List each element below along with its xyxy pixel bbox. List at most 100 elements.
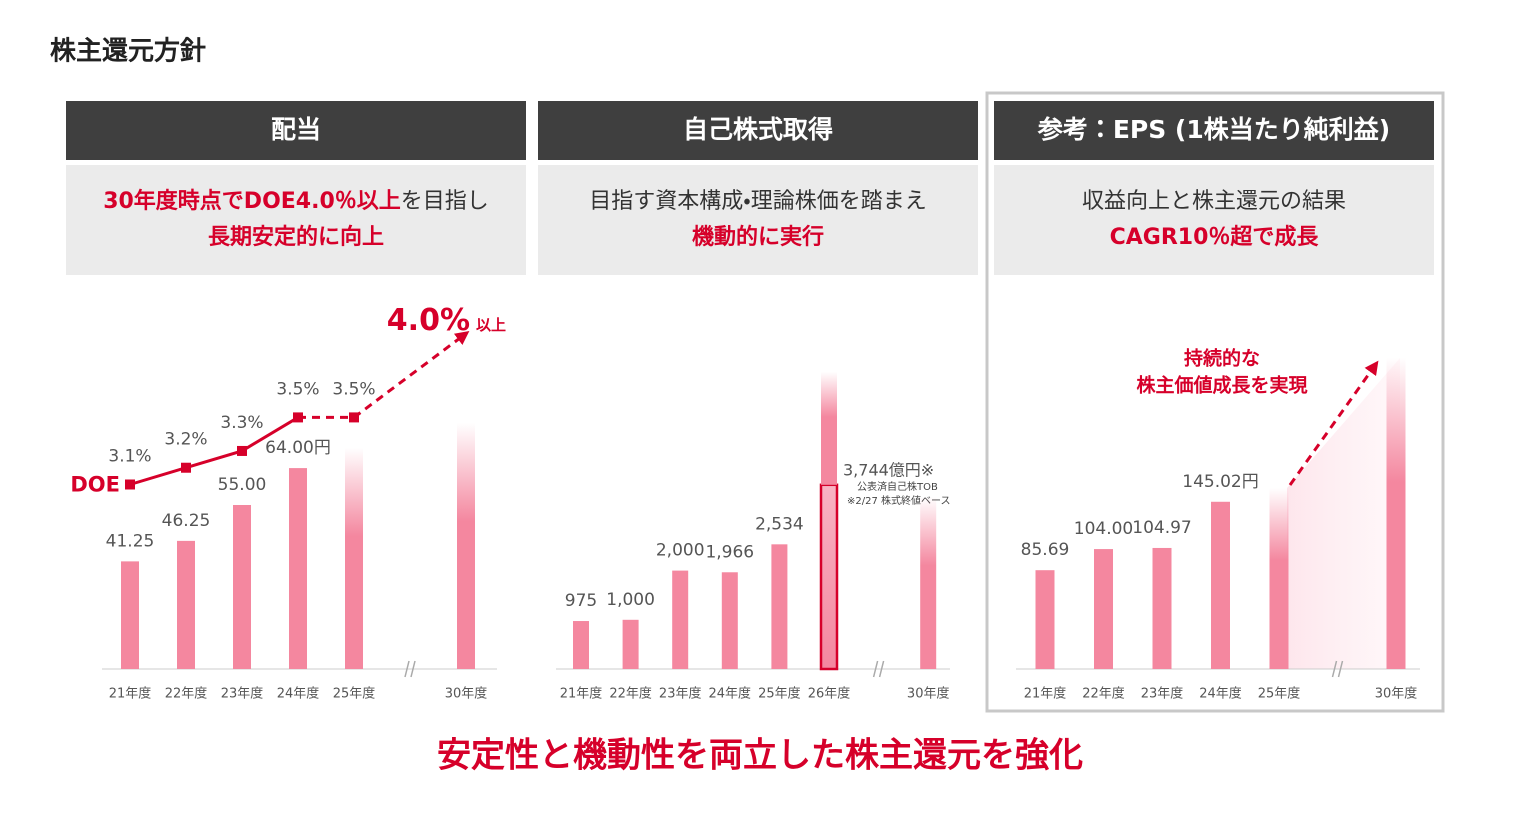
footer-message: 安定性と機動性を両立した株主還元を強化: [437, 736, 1083, 776]
bar: [1211, 501, 1230, 669]
bar: [819, 483, 839, 671]
panel-description: 30年度時点でDOE4.0％以上を目指し: [103, 188, 489, 214]
description-segment: 30年度時点でDOE4.0％以上: [103, 188, 401, 214]
panel-description: 目指す資本構成・理論株価を踏まえ: [589, 189, 926, 214]
annotation: 株主価値成長を実現: [1136, 374, 1307, 397]
axis-break: [1331, 660, 1344, 678]
x-tick-label: 22年度: [609, 686, 652, 702]
target-annotation: 以上: [476, 316, 506, 334]
panel-header: [994, 101, 1434, 160]
x-tick-label: 22年度: [1082, 686, 1125, 702]
panel-title: 参考：EPS (1株当たり純利益): [1037, 115, 1390, 144]
panel-title: 自己株式取得: [683, 115, 833, 144]
x-tick-label: 24年度: [1199, 686, 1242, 702]
bar: [1269, 487, 1289, 669]
bar-value-label: 64.00円: [265, 438, 331, 458]
x-tick-label: 21年度: [560, 686, 603, 702]
line-marker: [125, 479, 135, 490]
bar-value-label: 2,000: [656, 541, 705, 561]
bar-value-label: 41.25: [106, 531, 155, 551]
panel-header: [538, 101, 978, 160]
bar: [1152, 547, 1172, 669]
x-tick-label: 25年度: [758, 686, 801, 702]
growth-area: [1287, 358, 1400, 669]
bar-note: 公表済自己株TOB: [857, 480, 938, 493]
description-segment: を目指し: [401, 189, 489, 214]
bar: [771, 544, 788, 669]
bar-value-label: 46.25: [162, 511, 211, 531]
description-segment: 長期安定的に向上: [208, 224, 384, 250]
x-tick-label: 23年度: [659, 686, 702, 702]
panel-description: 収益向上と株主還元の結果: [1082, 189, 1346, 214]
x-tick-label: 23年度: [221, 686, 264, 702]
line-value-label: 3.3%: [220, 413, 263, 433]
panel-description: CAGR10％超で成長: [1110, 225, 1320, 250]
bar: [457, 423, 475, 669]
x-tick-label: 26年度: [808, 686, 851, 702]
line: [129, 416, 299, 486]
axis-break: [404, 660, 416, 678]
line-value-label: 3.2%: [164, 430, 207, 450]
panel-description: 機動的に実行: [692, 224, 824, 250]
series-label: DOE: [70, 473, 120, 497]
panel-description-box: [538, 165, 978, 275]
x-tick-label: 30年度: [1375, 686, 1418, 702]
bar-value-label: 2,534: [755, 514, 804, 534]
bar: [1035, 570, 1055, 669]
bar-value-label: 975: [565, 591, 597, 611]
growth-arrow: [1288, 360, 1379, 486]
x-tick-label: 30年度: [907, 686, 950, 702]
line-value-label: 3.5%: [332, 379, 375, 399]
bar: [920, 496, 937, 669]
description-segment: 収益向上と株主還元の結果: [1082, 189, 1346, 214]
annotation: 持続的な: [1184, 347, 1260, 370]
panel-description-box: [66, 165, 526, 275]
line-value-label: 3.1%: [108, 447, 151, 467]
bar-value-label: 145.02円: [1182, 472, 1258, 492]
bar: [622, 619, 639, 669]
description-segment: CAGR10％超で成長: [1110, 225, 1320, 250]
reference-frame: [985, 91, 1445, 713]
bar-value-label: 104.00: [1074, 519, 1133, 539]
x-tick-label: 21年度: [109, 686, 152, 702]
bar: [672, 570, 689, 669]
bar-value-label: 55.00: [218, 475, 267, 495]
line-arrow: [353, 331, 470, 419]
bar: [821, 371, 837, 485]
line-marker: [237, 445, 247, 456]
panel-header: [66, 101, 526, 160]
x-tick-label: 23年度: [1141, 686, 1184, 702]
bar-value-label: 1,000: [606, 590, 655, 610]
bar: [121, 561, 139, 669]
bar: [345, 447, 363, 669]
panel-description-box: [994, 165, 1434, 275]
x-tick-label: 21年度: [1024, 686, 1067, 702]
bar: [1386, 357, 1406, 669]
bar-value-label: 1,966: [705, 542, 754, 562]
x-tick-label: 24年度: [277, 686, 320, 702]
bar-value-label: 85.69: [1021, 540, 1070, 560]
bar: [233, 505, 251, 669]
line-marker: [293, 412, 303, 423]
bar: [1094, 549, 1113, 669]
description-segment: 目指す資本構成・理論株価を踏まえ: [589, 189, 926, 214]
x-tick-label: 25年度: [1258, 686, 1301, 702]
bar: [721, 572, 738, 669]
page-title: 株主還元方針: [50, 37, 206, 67]
line-marker: [349, 412, 359, 423]
panel-title: 配当: [271, 115, 321, 144]
x-tick-label: 25年度: [333, 686, 376, 702]
x-tick-label: 24年度: [709, 686, 752, 702]
bar: [289, 468, 307, 669]
x-tick-label: 30年度: [445, 686, 488, 702]
bar-value-label: 3,744億円※: [843, 460, 934, 479]
line-marker: [181, 462, 191, 473]
bar-value-label: 104.97: [1132, 518, 1191, 538]
line-value-label: 3.5%: [276, 379, 319, 399]
target-label: 4.0%: [387, 303, 470, 338]
bar: [573, 621, 589, 669]
axis-break: [872, 660, 885, 678]
panel-description: 長期安定的に向上: [208, 224, 384, 250]
description-segment: 機動的に実行: [692, 224, 824, 250]
